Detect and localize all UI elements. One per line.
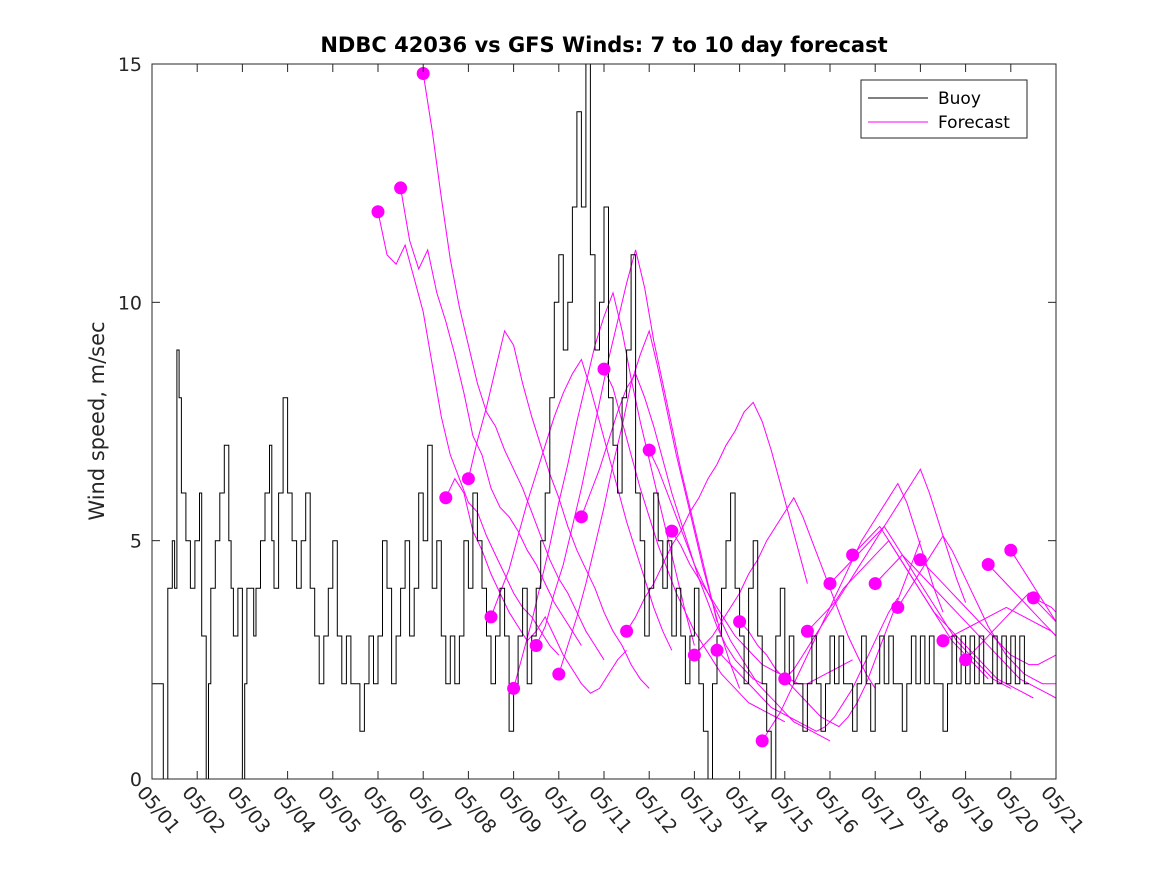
forecast-start-marker <box>823 577 837 591</box>
forecast-start-marker <box>846 548 860 562</box>
forecast-line <box>490 358 673 651</box>
forecast-start-marker <box>981 558 995 571</box>
forecast-start-marker <box>552 667 566 681</box>
forecast-start-marker <box>371 205 385 219</box>
y-axis: 0 5 10 15 <box>118 54 1056 791</box>
y-axis-label: Wind speed, m/sec <box>85 321 109 520</box>
buoy-line <box>152 63 1029 780</box>
forecast-start-marker <box>597 362 611 376</box>
forecast-start-marker <box>710 643 724 657</box>
forecast-markers-group <box>371 67 1040 748</box>
forecast-line <box>535 249 718 646</box>
forecast-line <box>942 606 1057 642</box>
forecast-line <box>422 73 605 661</box>
forecast-start-marker <box>507 681 521 695</box>
forecast-start-marker <box>1026 591 1040 605</box>
y-tick-label: 10 <box>118 292 142 314</box>
forecast-start-marker <box>1004 543 1018 557</box>
forecast-start-marker <box>936 634 950 648</box>
forecast-start-marker <box>959 653 973 667</box>
forecast-start-marker <box>891 600 905 614</box>
legend: Buoy Forecast <box>860 79 1028 139</box>
forecast-series-group <box>377 73 1057 742</box>
legend-box <box>860 79 1028 139</box>
forecast-line <box>739 540 921 728</box>
forecast-start-marker <box>574 510 588 524</box>
forecast-start-marker <box>778 672 792 686</box>
forecast-line <box>1010 549 1057 622</box>
forecast-line <box>513 291 695 689</box>
forecast-start-marker <box>733 615 747 629</box>
forecast-line <box>467 329 650 689</box>
y-tick-label: 15 <box>118 54 142 76</box>
forecast-line <box>920 559 1057 666</box>
forecast-start-marker <box>461 472 475 486</box>
y-tick-label: 5 <box>130 531 142 553</box>
forecast-start-marker <box>755 734 769 748</box>
buoy-series-group <box>152 63 1029 780</box>
forecast-start-marker <box>529 639 543 653</box>
forecast-start-marker <box>687 648 701 662</box>
forecast-start-marker <box>665 524 679 538</box>
forecast-line <box>965 592 1057 661</box>
y-tick-label: 0 <box>130 769 142 791</box>
chart-title: NDBC 42036 vs GFS Winds: 7 to 10 day for… <box>320 33 887 57</box>
forecast-line <box>400 187 582 646</box>
forecast-line <box>580 372 763 685</box>
plot-background <box>152 64 1056 779</box>
legend-forecast-label: Forecast <box>938 113 1010 133</box>
forecast-line <box>852 525 1034 699</box>
forecast-line <box>874 554 1057 699</box>
forecast-line <box>626 401 808 632</box>
forecast-start-marker <box>394 181 408 195</box>
forecast-start-marker <box>416 67 430 81</box>
forecast-start-marker <box>620 624 634 638</box>
forecast-line <box>694 496 876 689</box>
forecast-start-marker <box>642 443 656 457</box>
forecast-line <box>987 564 1057 637</box>
forecast-line <box>377 211 560 656</box>
plot-area <box>151 63 1057 780</box>
legend-buoy-label: Buoy <box>938 89 981 109</box>
forecast-line <box>829 525 1012 689</box>
forecast-start-marker <box>800 624 814 638</box>
forecast-start-marker <box>868 577 882 591</box>
forecast-line <box>558 329 741 689</box>
forecast-start-marker <box>439 491 453 505</box>
forecast-line <box>648 449 831 742</box>
forecast-start-marker <box>913 553 927 567</box>
forecast-start-marker <box>484 610 498 624</box>
